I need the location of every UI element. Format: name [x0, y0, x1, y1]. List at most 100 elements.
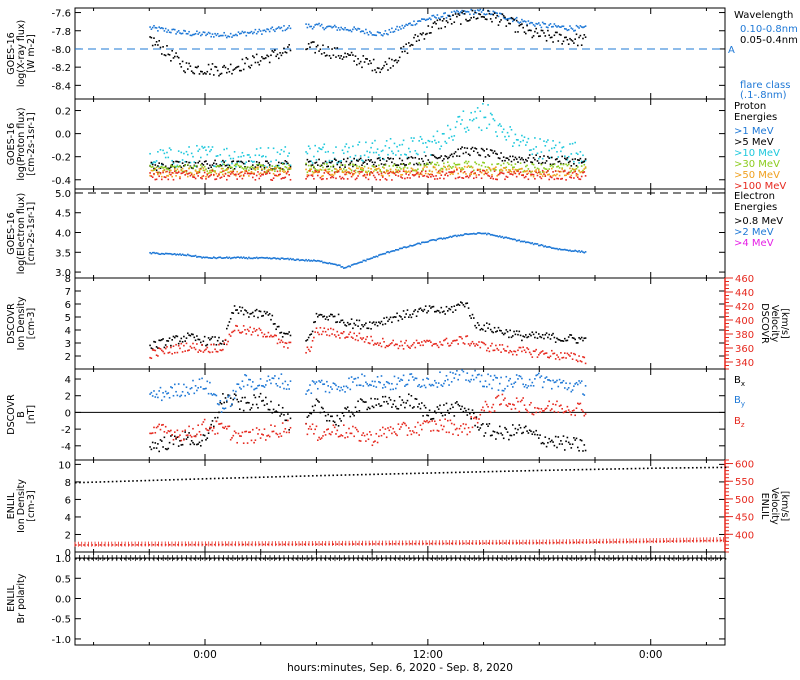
data-point	[443, 237, 445, 239]
data-point	[163, 176, 166, 178]
data-point	[475, 117, 478, 119]
data-point	[522, 397, 524, 399]
data-point	[401, 399, 404, 401]
data-point	[524, 408, 527, 411]
data-point	[158, 162, 160, 164]
data-point	[522, 20, 524, 23]
data-point	[414, 156, 417, 159]
data-point	[306, 416, 309, 418]
data-point	[270, 54, 272, 57]
data-point	[352, 173, 354, 175]
data-point	[285, 160, 288, 163]
data-point	[316, 150, 319, 153]
data-point	[459, 147, 462, 150]
data-point	[168, 252, 171, 255]
data-point	[465, 18, 467, 21]
data-point	[281, 341, 284, 343]
data-point	[583, 34, 586, 36]
data-point	[472, 118, 475, 121]
data-point	[450, 542, 453, 545]
data-point	[280, 331, 283, 334]
data-point	[261, 173, 263, 176]
data-point	[197, 338, 199, 341]
data-point	[396, 248, 398, 251]
data-point	[241, 431, 244, 434]
data-point	[493, 170, 496, 172]
data-point	[331, 169, 333, 172]
data-point	[576, 342, 579, 344]
data-point	[320, 148, 323, 151]
data-point	[461, 337, 463, 340]
data-point	[362, 169, 365, 172]
data-point	[186, 163, 189, 166]
data-point	[186, 332, 189, 335]
data-point	[326, 26, 328, 28]
data-point	[435, 412, 437, 414]
data-point	[479, 413, 482, 416]
data-point	[185, 386, 188, 389]
data-point	[225, 399, 228, 402]
data-point	[227, 394, 229, 396]
data-point	[299, 475, 302, 477]
data-point	[190, 167, 193, 169]
data-point	[475, 12, 478, 14]
data-point	[365, 473, 367, 476]
data-point	[190, 34, 193, 37]
data-point	[231, 403, 233, 405]
data-point	[297, 258, 300, 261]
data-point	[392, 403, 394, 406]
data-point	[523, 240, 526, 243]
data-point	[180, 439, 183, 442]
data-point	[400, 340, 402, 343]
data-point	[241, 396, 244, 399]
data-point	[162, 170, 164, 172]
data-point	[548, 245, 550, 248]
data-point	[543, 155, 545, 157]
data-point	[549, 440, 552, 443]
data-point	[576, 176, 579, 179]
data-point	[216, 403, 219, 405]
data-point	[346, 436, 349, 438]
data-point	[458, 374, 461, 376]
data-point	[565, 357, 567, 359]
data-point	[423, 164, 426, 166]
data-point	[189, 65, 192, 67]
data-point	[606, 468, 608, 470]
data-point	[315, 159, 318, 161]
data-point	[246, 328, 249, 331]
data-point	[427, 240, 430, 243]
data-point	[362, 337, 365, 339]
data-point	[250, 439, 253, 442]
data-point	[164, 27, 167, 30]
data-point	[463, 305, 466, 308]
data-point	[424, 305, 427, 307]
data-point	[326, 177, 328, 180]
data-point	[154, 178, 157, 181]
data-point	[502, 172, 505, 175]
data-point	[431, 306, 433, 308]
data-point	[482, 423, 484, 425]
data-point	[245, 170, 248, 172]
data-point	[168, 167, 171, 170]
data-point	[495, 438, 497, 440]
data-point	[541, 386, 544, 389]
data-point	[561, 177, 563, 180]
data-point	[521, 167, 523, 170]
data-point	[683, 467, 686, 469]
data-point	[445, 17, 448, 19]
data-point	[435, 142, 437, 144]
data-point	[228, 321, 231, 323]
data-point	[484, 156, 487, 158]
data-point	[557, 248, 560, 251]
data-point	[199, 164, 202, 166]
data-point	[331, 48, 333, 50]
data-point	[151, 348, 154, 350]
data-point	[340, 160, 342, 162]
data-point	[173, 166, 176, 169]
data-point	[436, 238, 439, 241]
legend-entry: >2 MeV	[734, 227, 774, 238]
data-point	[91, 544, 93, 546]
data-point	[241, 171, 244, 173]
data-point	[346, 157, 349, 160]
data-point	[576, 446, 579, 449]
